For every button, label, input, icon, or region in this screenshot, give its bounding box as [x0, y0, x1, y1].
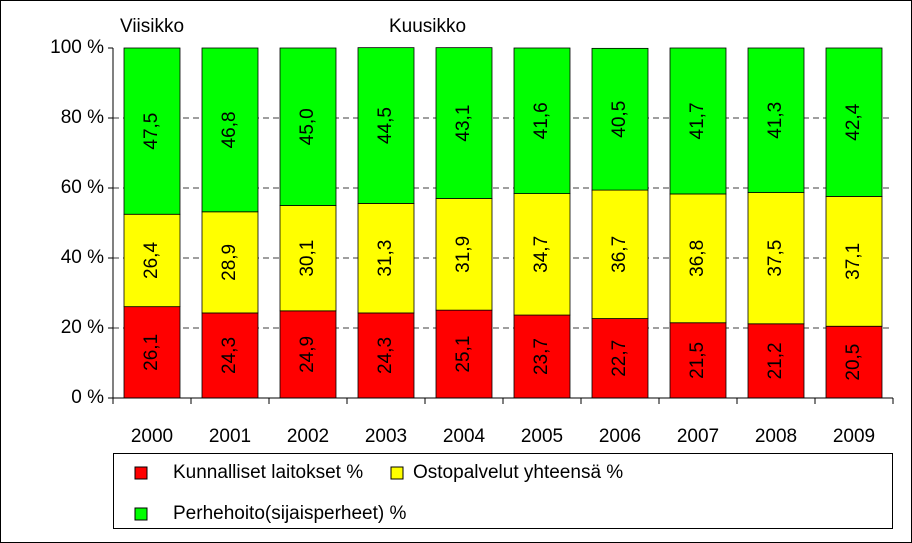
x-tick-label: 2001 — [209, 426, 251, 447]
data-label: 43,1 — [453, 105, 474, 142]
x-tick-label: 2007 — [677, 426, 719, 447]
data-label: 44,5 — [375, 107, 396, 144]
bar-segment — [591, 189, 649, 319]
data-label: 24,9 — [297, 336, 318, 373]
bar-segment — [279, 47, 337, 206]
x-tick-label: 2009 — [833, 426, 875, 447]
bar-segment — [669, 322, 727, 399]
y-tick-label: 40 % — [61, 247, 104, 268]
bar-segment — [435, 47, 493, 199]
legend-swatch — [134, 507, 148, 521]
bar-segment — [435, 309, 493, 399]
bar-segment — [357, 202, 415, 314]
bar-segment — [591, 47, 649, 191]
x-tick-label: 2003 — [365, 426, 407, 447]
data-label: 20,5 — [843, 344, 864, 381]
bar-segment — [747, 192, 805, 325]
y-tick-label: 80 % — [61, 107, 104, 128]
data-label: 21,2 — [765, 342, 786, 379]
bar-segment — [669, 47, 727, 195]
data-label: 21,5 — [687, 342, 708, 379]
legend-label: Ostopalvelut yhteensä % — [413, 462, 623, 483]
data-label: 31,3 — [375, 240, 396, 277]
bar-segment — [123, 47, 181, 215]
bar-segment — [669, 193, 727, 324]
data-label: 47,5 — [141, 113, 162, 150]
data-label: 31,9 — [453, 236, 474, 273]
bar-segment — [123, 306, 181, 399]
data-label: 28,9 — [219, 244, 240, 281]
legend-box — [113, 453, 893, 529]
y-tick-label: 0 % — [71, 387, 104, 408]
data-label: 36,8 — [687, 240, 708, 277]
y-tick-label: 20 % — [61, 317, 104, 338]
data-label: 25,1 — [453, 336, 474, 373]
data-label: 30,1 — [297, 240, 318, 277]
bar-segment — [513, 47, 571, 195]
data-label: 37,5 — [765, 240, 786, 277]
bar-segment — [435, 198, 493, 311]
data-label: 24,3 — [375, 337, 396, 374]
bar-segment — [591, 318, 649, 399]
x-tick-label: 2002 — [287, 426, 329, 447]
bar-segment — [357, 47, 415, 204]
data-label: 26,4 — [141, 242, 162, 279]
x-tick-label: 2008 — [755, 426, 797, 447]
data-label: 26,1 — [141, 334, 162, 371]
y-tick-label: 100 % — [50, 37, 104, 58]
data-label: 24,3 — [219, 337, 240, 374]
legend-label: Perhehoito(sijaisperheet) % — [173, 503, 407, 524]
bar-segment — [123, 213, 181, 308]
annotation: Kuusikko — [389, 16, 466, 37]
data-label: 42,4 — [843, 103, 864, 140]
bar-segment — [747, 47, 805, 193]
annotation: Viisikko — [120, 16, 184, 37]
x-tick-label: 2000 — [131, 426, 173, 447]
data-label: 37,1 — [843, 243, 864, 280]
bar-segment — [357, 312, 415, 399]
legend-swatch — [134, 466, 148, 480]
bar-segment — [279, 205, 337, 312]
bar-segment — [201, 47, 259, 213]
data-label: 41,6 — [531, 102, 552, 139]
data-label: 40,5 — [609, 101, 630, 138]
x-tick-label: 2005 — [521, 426, 563, 447]
data-label: 41,3 — [765, 102, 786, 139]
y-tick-label: 60 % — [61, 177, 104, 198]
data-label: 23,7 — [531, 338, 552, 375]
bar-segment — [201, 211, 259, 314]
legend-swatch — [390, 466, 404, 480]
x-tick-label: 2006 — [599, 426, 641, 447]
bar-segment — [513, 193, 571, 316]
data-label: 34,7 — [531, 236, 552, 273]
data-label: 36,7 — [609, 236, 630, 273]
data-label: 45,0 — [297, 108, 318, 145]
bar-segment — [279, 310, 337, 399]
data-label: 41,7 — [687, 102, 708, 139]
x-tick-label: 2004 — [443, 426, 486, 447]
bar-segment — [825, 47, 883, 197]
data-label: 22,7 — [609, 340, 630, 377]
legend-label: Kunnalliset laitokset % — [173, 462, 363, 483]
bar-segment — [825, 195, 883, 327]
bar-segment — [747, 323, 805, 399]
data-label: 46,8 — [219, 111, 240, 148]
